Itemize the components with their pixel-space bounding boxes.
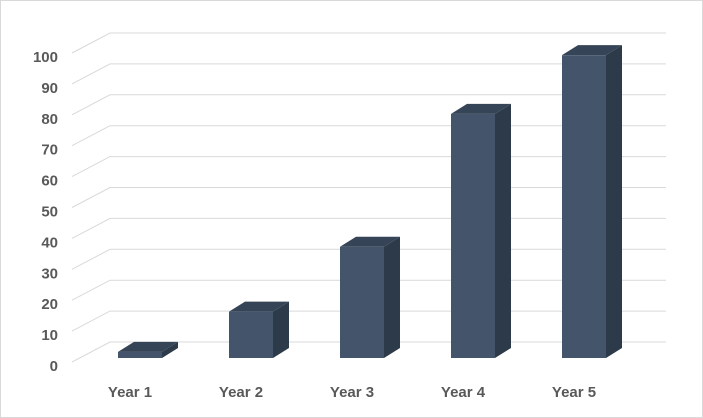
bar-2	[229, 311, 273, 358]
bar-4	[451, 113, 495, 358]
y-tick-label: 40	[41, 234, 58, 251]
bar-1	[118, 351, 162, 358]
x-category-label: Year 2	[219, 384, 263, 401]
x-category-label: Year 1	[108, 384, 152, 401]
y-tick-label: 90	[41, 80, 58, 97]
y-tick-label: 80	[41, 111, 58, 128]
y-tick-label: 50	[41, 204, 58, 221]
y-tick-label: 10	[41, 327, 58, 344]
bar-side-4	[495, 103, 511, 358]
bar-side-3	[384, 236, 400, 358]
y-tick-label: 60	[41, 173, 58, 190]
bar-top-1	[118, 341, 178, 352]
bar-5	[562, 55, 606, 359]
bar-side-2	[273, 301, 289, 358]
x-category-label: Year 3	[330, 384, 374, 401]
gridline-90	[71, 63, 666, 85]
gridline-80	[71, 94, 666, 116]
bar-3	[340, 246, 384, 358]
y-tick-label: 70	[41, 142, 58, 159]
y-tick-label: 20	[41, 296, 58, 313]
x-category-label: Year 4	[441, 384, 486, 401]
bar-top-3	[340, 236, 400, 247]
x-category-label: Year 5	[552, 384, 596, 401]
y-tick-label: 100	[33, 49, 58, 66]
gridline-100	[71, 32, 666, 54]
bar-top-4	[451, 103, 511, 114]
bar-side-5	[606, 45, 622, 359]
y-tick-label: 0	[50, 358, 58, 375]
y-tick-label: 30	[41, 265, 58, 282]
bar-top-2	[229, 301, 289, 312]
bar-side-1	[162, 341, 178, 358]
bar-top-5	[562, 45, 622, 56]
